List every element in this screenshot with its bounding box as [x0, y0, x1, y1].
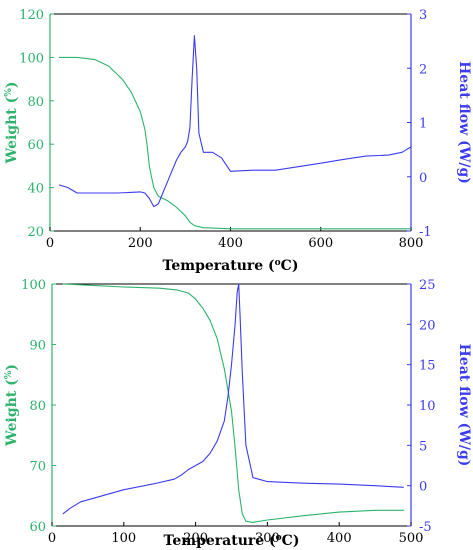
chart2-x-tick-label: 0 [48, 531, 56, 546]
chart1-y-left-tick-label: 40 [27, 182, 44, 197]
chart1-y-left-tick-label: 60 [27, 138, 44, 153]
chart1-x-tick-label: 800 [399, 236, 424, 251]
chart2-x-axis-title: Temperature (oC) [164, 533, 300, 549]
chart2-y-right-tick-label: 15 [419, 359, 436, 374]
chart1-y-left-axis-title: Weight (%) [4, 82, 20, 165]
chart2-x-tick-label: 200 [183, 531, 208, 546]
chart1-weight-series-line [59, 56, 411, 230]
chart2-weight-series-line [62, 283, 404, 523]
chart2-y-left-tick-label: 70 [29, 460, 46, 475]
chart2-y-right-tick-label: -5 [419, 520, 432, 535]
chart2-y-right-tick-label: 0 [419, 480, 427, 495]
chart2-y-right-tick-label: 5 [419, 439, 427, 454]
chart2-y-right-tick-label: 25 [419, 278, 436, 293]
chart2-x-tick-label: 100 [111, 531, 136, 546]
chart1-x-tick-label: 600 [308, 236, 333, 251]
chart1-y-right-tick-label: 1 [419, 117, 427, 132]
chart1-y-right-tick-label: -1 [419, 225, 432, 240]
chart2-y-left-axis-title: Weight (%) [4, 364, 20, 447]
chart1-x-tick-label: 0 [46, 236, 54, 251]
chart2-y-left-tick-label: 100 [21, 278, 46, 293]
chart2-x-tick-label: 400 [327, 531, 352, 546]
chart1-y-left-tick-label: 120 [19, 8, 44, 23]
chart2-x-tick-label: 500 [399, 531, 424, 546]
chart2-y-right-tick-label: 20 [419, 318, 436, 333]
chart1-y-left-tick-label: 100 [19, 51, 44, 66]
chart2-heat-flow-series-line [62, 283, 404, 515]
chart1-y-right-tick-label: 3 [419, 8, 427, 23]
chart1-y-right-axis-title: Heat flow (W/g) [456, 61, 472, 184]
chart2-y-right-axis-title: Heat flow (W/g) [456, 344, 472, 467]
chart1-x-tick-label: 200 [128, 236, 153, 251]
chart1-y-right-tick-label: 0 [419, 171, 427, 186]
chart1-x-axis-title: Temperature (oC) [163, 258, 299, 274]
chart2-y-right-tick-label: 10 [419, 399, 436, 414]
chart1-y-left-tick-label: 80 [27, 95, 44, 110]
chart2-y-left-tick-label: 60 [29, 520, 46, 535]
chart2-y-left-tick-label: 80 [29, 399, 46, 414]
chart1-x-tick-label: 400 [218, 236, 243, 251]
chart2-y-left-tick-label: 90 [29, 339, 46, 354]
chart1-y-right-tick-label: 2 [419, 62, 427, 77]
chart1-heat-flow-series-line [58, 35, 412, 208]
chart2-x-tick-label: 300 [255, 531, 280, 546]
chart1-y-left-tick-label: 20 [27, 225, 44, 240]
